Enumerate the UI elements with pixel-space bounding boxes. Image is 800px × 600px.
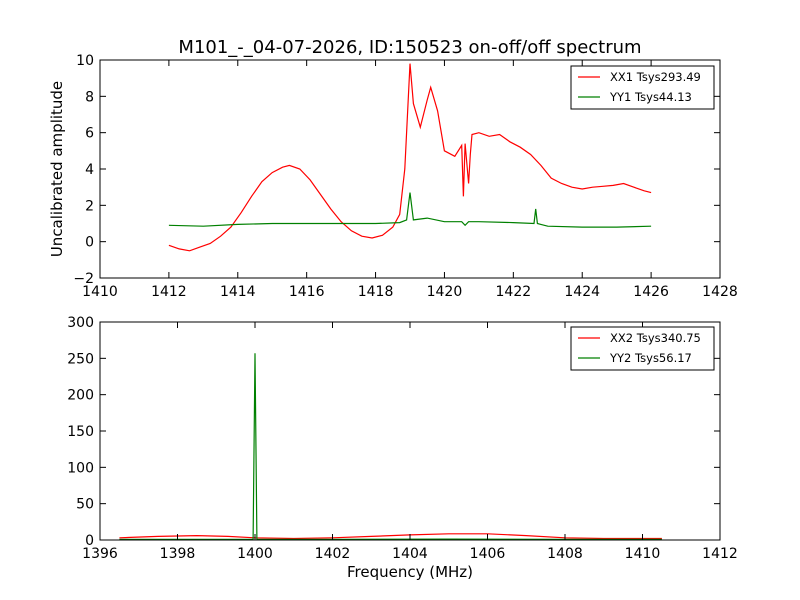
x-tick-label: 1410 <box>625 546 661 562</box>
x-tick-label: 1426 <box>633 284 669 300</box>
y-tick-label: 10 <box>76 53 94 69</box>
x-tick-label: 1412 <box>151 284 187 300</box>
x-tick-label: 1406 <box>470 546 506 562</box>
x-tick-label: 1396 <box>82 546 118 562</box>
x-tick-label: 1414 <box>220 284 256 300</box>
legend-label-yy1: YY1 Tsys44.13 <box>609 90 692 104</box>
legend-box <box>570 65 715 110</box>
x-tick-label: 1398 <box>160 546 196 562</box>
x-tick-label: 1412 <box>702 546 738 562</box>
legend: XX1 Tsys293.49 YY1 Tsys44.13 <box>570 65 715 110</box>
x-tick-label: 1400 <box>237 546 273 562</box>
chart-title: M101_-_04-07-2026, ID:150523 on-off/off … <box>178 37 641 58</box>
y-tick-label: 150 <box>67 424 94 440</box>
y-tick-label: 100 <box>67 460 94 476</box>
y-tick-label: −2 <box>73 271 94 287</box>
legend: XX2 Tsys340.75 YY2 Tsys56.17 <box>570 326 715 371</box>
x-tick-label: 1428 <box>702 284 738 300</box>
y-tick-label: 8 <box>85 89 94 105</box>
y-axis-label: Uncalibrated amplitude <box>48 81 66 257</box>
x-tick-label: 1402 <box>315 546 351 562</box>
series-line-yy2 <box>119 353 662 540</box>
y-tick-label: 0 <box>85 235 94 251</box>
legend-label-xx2: XX2 Tsys340.75 <box>610 331 701 345</box>
y-tick-label: 2 <box>85 198 94 214</box>
x-tick-label: 1422 <box>496 284 532 300</box>
x-tick-label: 1424 <box>564 284 600 300</box>
top-panel: M101_-_04-07-2026, ID:150523 on-off/off … <box>48 37 738 300</box>
y-tick-label: 50 <box>76 497 94 513</box>
legend-label-xx1: XX1 Tsys293.49 <box>610 70 701 84</box>
y-tick-label: 6 <box>85 126 94 142</box>
y-tick-label: 4 <box>85 162 94 178</box>
x-tick-label: 1408 <box>547 546 583 562</box>
x-tick-label: 1410 <box>82 284 118 300</box>
legend-label-yy2: YY2 Tsys56.17 <box>609 351 692 365</box>
y-tick-label: 200 <box>67 388 94 404</box>
y-tick-label: 250 <box>67 351 94 367</box>
x-tick-label: 1416 <box>289 284 325 300</box>
series-line-yy1 <box>168 192 652 228</box>
y-tick-label: 300 <box>67 315 94 331</box>
x-tick-label: 1418 <box>358 284 394 300</box>
y-tick-label: 0 <box>85 533 94 549</box>
series-line-xx2 <box>119 533 662 540</box>
x-axis-label: Frequency (MHz) <box>347 563 473 581</box>
x-tick-label: 1404 <box>392 546 428 562</box>
x-tick-label: 1420 <box>427 284 463 300</box>
legend-box <box>570 326 715 371</box>
bottom-panel: Frequency (MHz) 1396 1398 1400 1402 1404 1406… <box>67 315 738 581</box>
series-line-xx1 <box>168 63 652 252</box>
